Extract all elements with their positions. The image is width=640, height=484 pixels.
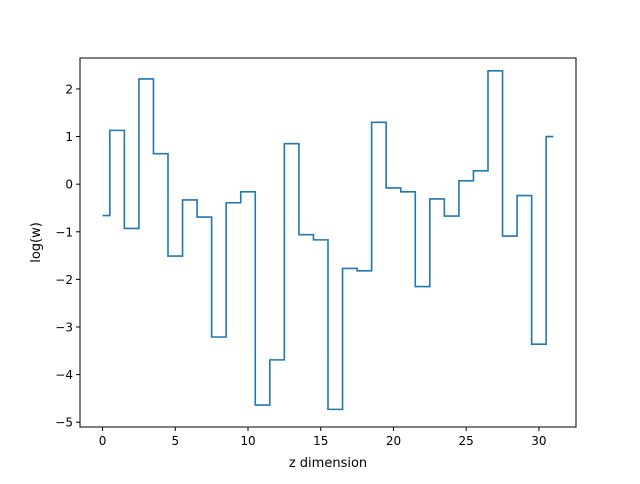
y-tick-label: −4 — [55, 368, 73, 382]
y-tick-label: 2 — [65, 82, 73, 96]
x-tick-label: 25 — [459, 434, 474, 448]
y-tick-label: 1 — [65, 130, 73, 144]
x-tick-label: 10 — [240, 434, 255, 448]
x-tick-label: 30 — [531, 434, 546, 448]
y-axis-label: log(w) — [29, 222, 44, 263]
x-tick-label: 5 — [171, 434, 179, 448]
x-tick-label: 20 — [386, 434, 401, 448]
x-axis-label: z dimension — [289, 456, 367, 471]
axis-ticks: 0 5 10 15 20 25 30 −5 −4 −3 −2 −1 0 1 2 — [55, 82, 546, 448]
series-line — [102, 70, 554, 411]
series-layer — [102, 70, 554, 411]
y-tick-label: −3 — [55, 321, 73, 335]
plot-frame — [79, 57, 577, 428]
y-tick-label: −1 — [55, 225, 73, 239]
x-tick-label: 15 — [313, 434, 328, 448]
y-tick-label: −5 — [55, 416, 73, 430]
y-tick-label: 0 — [65, 178, 73, 192]
y-tick-label: −2 — [55, 273, 73, 287]
x-tick-label: 0 — [99, 434, 107, 448]
